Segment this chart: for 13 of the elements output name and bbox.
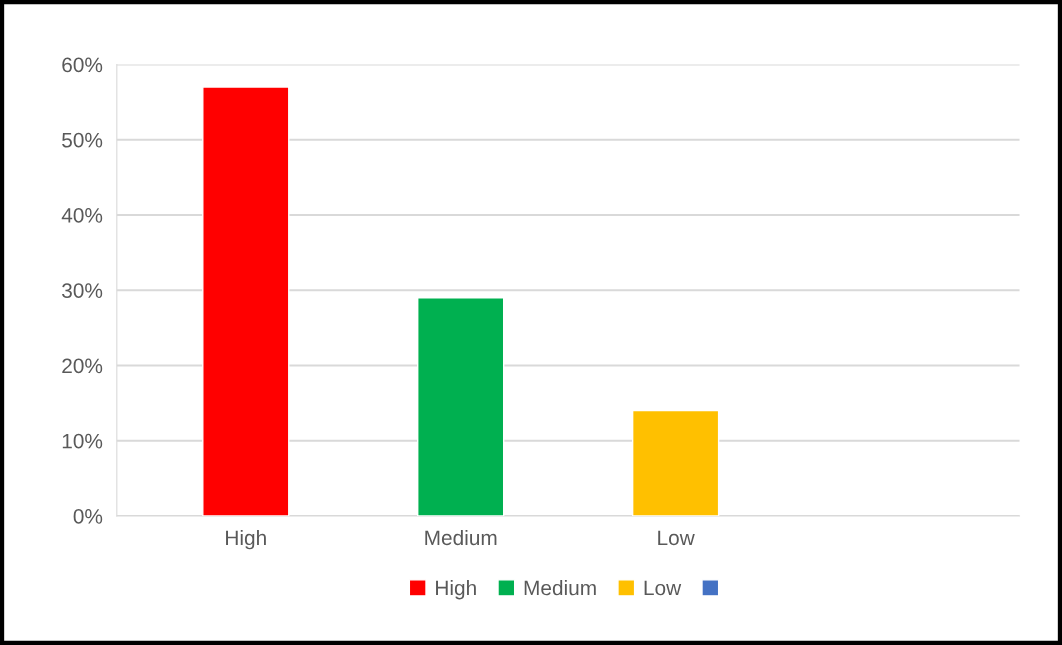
y-tick-label: 30% (62, 283, 103, 298)
y-tick-label: 60% (62, 57, 103, 73)
legend-label: Low (644, 580, 682, 596)
legend-label: Medium (524, 580, 596, 596)
y-tick-label: 0% (73, 509, 103, 524)
x-tick-label: Low (658, 530, 695, 546)
x-tick-label: Medium (425, 529, 497, 546)
y-tick-label: 50% (62, 132, 103, 148)
y-tick-label: 40% (61, 208, 103, 223)
y-tick-label: 20% (62, 358, 103, 374)
y-tick-label: 10% (62, 433, 103, 449)
x-tick-label: High (226, 529, 266, 550)
legend-label: High (436, 580, 476, 600)
